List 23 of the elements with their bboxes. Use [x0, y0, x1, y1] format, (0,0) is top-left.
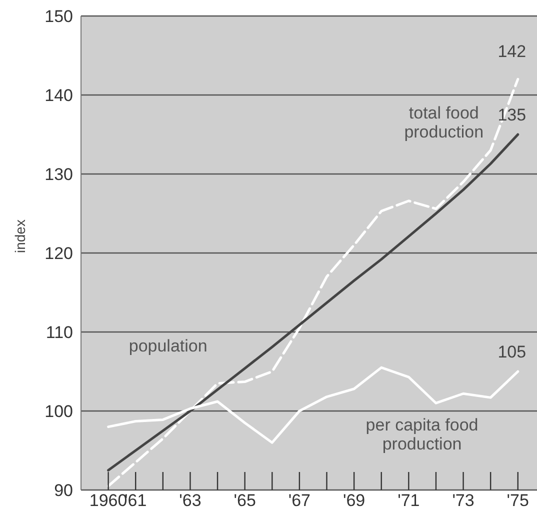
y-tick-label: 130 [44, 165, 73, 184]
x-tick-label: '69 [342, 491, 366, 510]
series-label: per capita food production [366, 416, 478, 454]
x-tick-label: '75 [506, 491, 529, 510]
y-tick-label: 110 [46, 323, 73, 342]
series-label: population [128, 336, 208, 356]
y-tick-label: 120 [44, 244, 73, 264]
x-tick-label: '73 [452, 491, 474, 510]
x-tick-label: '61 [124, 491, 147, 510]
x-tick-label: '71 [398, 491, 420, 510]
x-tick-label: '63 [179, 491, 202, 510]
series-label: total food production [404, 104, 484, 142]
y-tick-label: 150 [44, 7, 73, 26]
y-tick-label: 90 [54, 481, 73, 500]
y-tick-label: 140 [44, 86, 73, 106]
data-label: 135 [498, 106, 526, 124]
x-tick-label: '67 [288, 491, 311, 510]
data-label: 105 [498, 342, 526, 362]
y-axis-title: index [12, 220, 28, 253]
data-label: 142 [498, 42, 526, 62]
x-tick-label: 1960 [89, 491, 128, 510]
x-tick-label: '65 [234, 491, 256, 510]
y-tick-label: 100 [44, 402, 73, 422]
